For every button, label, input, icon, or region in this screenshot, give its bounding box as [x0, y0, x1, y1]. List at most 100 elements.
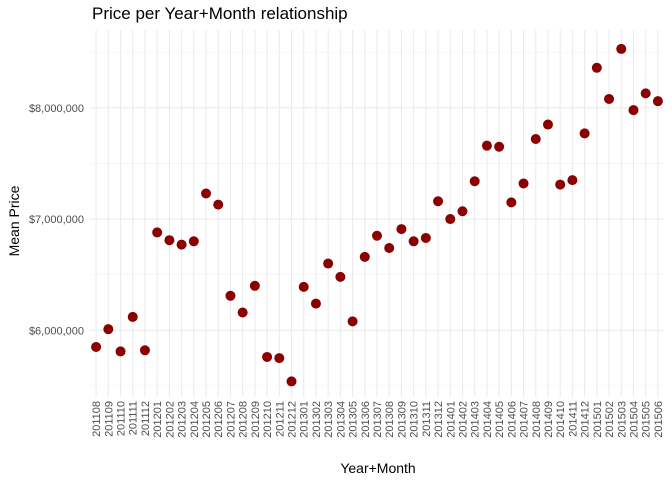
data-point [139, 345, 150, 356]
x-tick-label: 201504 [628, 401, 640, 438]
x-tick-label: 201412 [580, 401, 592, 438]
data-point [225, 290, 236, 301]
data-point [310, 298, 321, 309]
x-tick-label: 201210 [262, 401, 274, 438]
data-point [298, 281, 309, 292]
x-tick-label: 201312 [433, 401, 445, 438]
y-tick-label: $6,000,000 [29, 325, 84, 337]
data-points [91, 43, 663, 387]
x-tick-label: 201408 [531, 401, 543, 438]
data-point [506, 197, 517, 208]
x-tick-label: 201207 [225, 401, 237, 438]
data-point [445, 214, 456, 225]
x-tick-label: 201401 [445, 401, 457, 438]
x-tick-label: 201111 [128, 401, 140, 435]
y-tick-labels: $6,000,000 $7,000,000 $8,000,000 [29, 103, 84, 337]
data-point [164, 235, 175, 246]
x-tick-label: 201109 [103, 401, 115, 437]
x-tick-label: 201204 [189, 401, 201, 438]
data-point [433, 196, 444, 207]
data-point [396, 224, 407, 235]
data-point [481, 140, 492, 151]
x-tick-label: 201306 [360, 401, 372, 438]
data-point [542, 119, 553, 130]
data-point [652, 96, 663, 107]
x-axis-label: Year+Month [340, 460, 415, 476]
x-tick-label: 201212 [287, 401, 299, 438]
x-tick-label: 201202 [164, 401, 176, 438]
y-axis-label: Mean Price [6, 185, 22, 256]
x-tick-label: 201303 [323, 401, 335, 438]
x-tick-label: 201403 [470, 401, 482, 438]
x-tick-label: 201307 [372, 401, 384, 438]
x-tick-label: 201311 [421, 401, 433, 437]
x-tick-label: 201302 [311, 401, 323, 438]
data-point [127, 311, 138, 322]
data-point [286, 376, 297, 387]
data-point [604, 93, 615, 104]
x-tick-label: 201407 [519, 401, 531, 438]
data-point [323, 258, 334, 269]
x-tick-label: 201206 [213, 401, 225, 438]
data-point [249, 280, 260, 291]
data-point [237, 307, 248, 318]
chart-title: Price per Year+Month relationship [92, 4, 348, 23]
x-tick-label: 201209 [250, 401, 262, 438]
x-tick-label: 201110 [116, 401, 128, 436]
x-tick-label: 201411 [567, 401, 579, 437]
data-point [420, 232, 431, 243]
x-tick-label: 201205 [201, 401, 213, 438]
data-point [335, 271, 346, 282]
x-tick-label: 201310 [409, 401, 421, 438]
x-tick-label: 201406 [506, 401, 518, 438]
data-point [359, 251, 370, 262]
data-point [103, 324, 114, 335]
major-gridlines [90, 30, 664, 397]
data-point [372, 230, 382, 241]
x-tick-label: 201402 [457, 401, 469, 438]
x-tick-label: 201308 [384, 401, 396, 438]
data-point [408, 236, 419, 247]
x-tick-label: 201305 [348, 401, 360, 438]
x-tick-label: 201108 [91, 401, 103, 437]
data-point [591, 62, 602, 73]
x-tick-label: 201502 [604, 401, 616, 438]
x-tick-label: 201203 [177, 401, 189, 438]
x-tick-label: 201201 [152, 401, 164, 438]
data-point [115, 346, 126, 357]
data-point [213, 199, 224, 210]
data-point [188, 236, 199, 247]
data-point [567, 175, 578, 186]
x-tick-label: 201309 [396, 401, 408, 438]
x-tick-label: 201211 [274, 401, 286, 437]
x-tick-label: 201501 [592, 401, 604, 438]
y-tick-label: $7,000,000 [29, 214, 84, 226]
data-point [494, 141, 505, 152]
x-tick-label: 201506 [653, 401, 665, 438]
data-point [201, 188, 212, 199]
data-point [555, 179, 566, 190]
data-point [384, 242, 395, 253]
data-point [616, 43, 627, 54]
data-point [457, 206, 468, 217]
data-point [347, 316, 358, 327]
x-tick-label: 201304 [335, 401, 347, 438]
x-tick-label: 201410 [555, 401, 567, 438]
data-point [152, 227, 163, 238]
data-point [469, 176, 480, 187]
x-tick-label: 201112 [140, 401, 152, 436]
y-tick-label: $8,000,000 [29, 103, 84, 115]
x-tick-label: 201301 [299, 401, 311, 438]
data-point [518, 178, 529, 189]
x-tick-label: 201208 [238, 401, 250, 438]
x-tick-label: 201505 [641, 401, 653, 438]
x-tick-label: 201503 [616, 401, 628, 438]
data-point [176, 239, 187, 250]
data-point [579, 128, 590, 139]
x-tick-label: 201409 [543, 401, 555, 438]
data-point [628, 105, 639, 116]
data-point [640, 88, 651, 99]
data-point [530, 133, 541, 144]
x-tick-label: 201404 [482, 401, 494, 438]
